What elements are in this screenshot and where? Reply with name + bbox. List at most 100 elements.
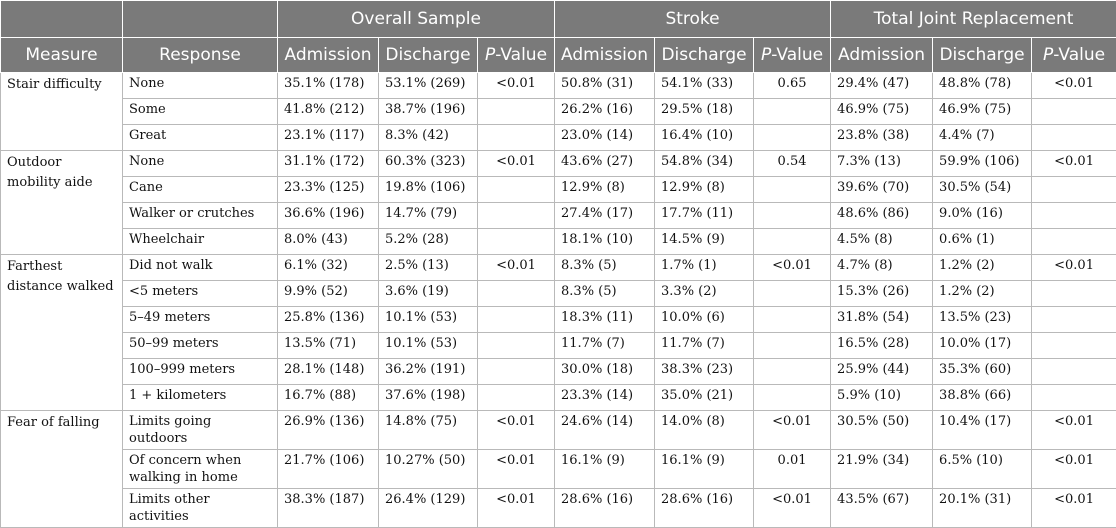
response-cell: Did not walk	[123, 255, 278, 281]
header-blank-response	[123, 1, 278, 38]
os-discharge-cell: 14.7% (79)	[379, 203, 478, 229]
st-admission-cell: 27.4% (17)	[555, 203, 655, 229]
group-header-overall: Overall Sample	[278, 1, 555, 38]
os-discharge-cell: 10.1% (53)	[379, 333, 478, 359]
tjr-p-value-cell: <0.01	[1032, 255, 1116, 281]
tjr-p-value-cell: <0.01	[1032, 73, 1116, 99]
tjr-p-value-cell	[1032, 307, 1116, 333]
st-discharge-cell: 16.1% (9)	[655, 450, 754, 489]
tjr-discharge-cell: 30.5% (54)	[933, 177, 1032, 203]
st-admission-cell: 43.6% (27)	[555, 151, 655, 177]
response-cell: 100–999 meters	[123, 359, 278, 385]
tjr-discharge-cell: 48.8% (78)	[933, 73, 1032, 99]
st-admission-cell: 18.1% (10)	[555, 229, 655, 255]
st-admission-cell: 30.0% (18)	[555, 359, 655, 385]
os-discharge-cell: 36.2% (191)	[379, 359, 478, 385]
os-admission-cell: 9.9% (52)	[278, 281, 379, 307]
st-discharge-cell: 1.7% (1)	[655, 255, 754, 281]
column-header-p-value: P-Value	[754, 38, 831, 73]
tjr-discharge-cell: 35.3% (60)	[933, 359, 1032, 385]
os-discharge-cell: 53.1% (269)	[379, 73, 478, 99]
os-discharge-cell: 10.1% (53)	[379, 307, 478, 333]
response-cell: Wheelchair	[123, 229, 278, 255]
os-discharge-cell: 19.8% (106)	[379, 177, 478, 203]
st-discharge-cell: 17.7% (11)	[655, 203, 754, 229]
response-cell: Some	[123, 99, 278, 125]
measure-cell: Farthest distance walked	[1, 255, 123, 411]
os-p-value-cell: <0.01	[478, 73, 555, 99]
tjr-admission-cell: 21.9% (34)	[831, 450, 933, 489]
os-p-value-cell	[478, 229, 555, 255]
tjr-discharge-cell: 4.4% (7)	[933, 125, 1032, 151]
os-p-value-cell: <0.01	[478, 411, 555, 450]
st-p-value-cell	[754, 177, 831, 203]
tjr-admission-cell: 31.8% (54)	[831, 307, 933, 333]
st-admission-cell: 24.6% (14)	[555, 411, 655, 450]
os-admission-cell: 31.1% (172)	[278, 151, 379, 177]
tjr-admission-cell: 48.6% (86)	[831, 203, 933, 229]
os-discharge-cell: 37.6% (198)	[379, 385, 478, 411]
tjr-discharge-cell: 38.8% (66)	[933, 385, 1032, 411]
os-p-value-cell	[478, 177, 555, 203]
column-header-response: Response	[123, 38, 278, 73]
os-p-value-cell	[478, 385, 555, 411]
os-admission-cell: 16.7% (88)	[278, 385, 379, 411]
tjr-admission-cell: 46.9% (75)	[831, 99, 933, 125]
tjr-admission-cell: 39.6% (70)	[831, 177, 933, 203]
os-p-value-cell	[478, 359, 555, 385]
p-suffix: -Value	[1053, 45, 1105, 65]
os-p-value-cell	[478, 125, 555, 151]
st-p-value-cell	[754, 359, 831, 385]
tjr-discharge-cell: 10.0% (17)	[933, 333, 1032, 359]
tjr-admission-cell: 4.7% (8)	[831, 255, 933, 281]
st-p-value-cell	[754, 307, 831, 333]
measure-cell: Outdoor mobility aide	[1, 151, 123, 255]
st-discharge-cell: 3.3% (2)	[655, 281, 754, 307]
st-admission-cell: 28.6% (16)	[555, 489, 655, 528]
tjr-admission-cell: 25.9% (44)	[831, 359, 933, 385]
tjr-p-value-cell	[1032, 125, 1116, 151]
os-p-value-cell: <0.01	[478, 450, 555, 489]
os-admission-cell: 26.9% (136)	[278, 411, 379, 450]
os-discharge-cell: 5.2% (28)	[379, 229, 478, 255]
tjr-admission-cell: 16.5% (28)	[831, 333, 933, 359]
os-p-value-cell	[478, 333, 555, 359]
st-admission-cell: 16.1% (9)	[555, 450, 655, 489]
st-p-value-cell	[754, 385, 831, 411]
response-cell: None	[123, 151, 278, 177]
os-admission-cell: 41.8% (212)	[278, 99, 379, 125]
tjr-discharge-cell: 0.6% (1)	[933, 229, 1032, 255]
tjr-p-value-cell	[1032, 333, 1116, 359]
os-admission-cell: 21.7% (106)	[278, 450, 379, 489]
response-cell: Cane	[123, 177, 278, 203]
column-header-p-value: P-Value	[478, 38, 555, 73]
st-discharge-cell: 29.5% (18)	[655, 99, 754, 125]
st-admission-cell: 18.3% (11)	[555, 307, 655, 333]
tjr-p-value-cell	[1032, 359, 1116, 385]
response-cell: Limits going outdoors	[123, 411, 278, 450]
os-admission-cell: 23.3% (125)	[278, 177, 379, 203]
response-cell: Great	[123, 125, 278, 151]
header-row-columns: Measure Response Admission Discharge P-V…	[1, 38, 1116, 73]
os-discharge-cell: 8.3% (42)	[379, 125, 478, 151]
st-p-value-cell	[754, 125, 831, 151]
st-discharge-cell: 54.8% (34)	[655, 151, 754, 177]
response-cell: Of concern when walking in home	[123, 450, 278, 489]
response-cell: Walker or crutches	[123, 203, 278, 229]
response-cell: None	[123, 73, 278, 99]
st-admission-cell: 12.9% (8)	[555, 177, 655, 203]
st-discharge-cell: 54.1% (33)	[655, 73, 754, 99]
column-header-discharge: Discharge	[655, 38, 754, 73]
st-p-value-cell	[754, 333, 831, 359]
column-header-measure: Measure	[1, 38, 123, 73]
